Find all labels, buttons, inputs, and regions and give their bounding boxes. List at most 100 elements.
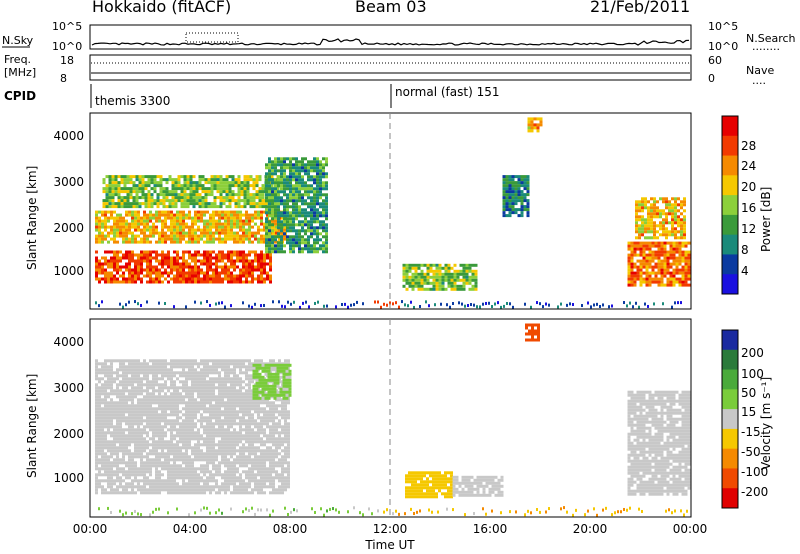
power-cell [471, 263, 475, 267]
power-cell [221, 240, 224, 244]
velocity-cell [107, 422, 110, 426]
power-cell [672, 274, 676, 278]
power-cell [263, 280, 266, 284]
power-cell [289, 169, 292, 173]
power-cell [392, 302, 394, 306]
power-cell [194, 271, 197, 275]
velocity-cell [143, 479, 146, 483]
velocity-cell [203, 419, 206, 423]
velocity-cell [158, 482, 161, 486]
velocity-cell [182, 407, 185, 411]
power-cell [197, 250, 200, 254]
velocity-cell [230, 404, 233, 408]
power-cell [123, 199, 127, 203]
velocity-cell [170, 365, 173, 369]
power-cell [286, 241, 289, 245]
power-cell [218, 280, 221, 284]
velocity-cell [152, 395, 155, 399]
velocity-cell [98, 470, 101, 474]
velocity-cell [143, 401, 146, 405]
power-cell [641, 215, 644, 219]
power-cell [206, 300, 208, 304]
power-cell [666, 259, 670, 263]
power-cell [277, 226, 280, 230]
power-cell [636, 244, 640, 248]
power-cell [161, 225, 164, 229]
power-cell [459, 269, 463, 273]
velocity-cell [161, 452, 164, 456]
power-cell [663, 241, 667, 245]
velocity-cell [110, 389, 113, 393]
power-cell [520, 175, 524, 179]
velocity-cell [110, 407, 113, 411]
velocity-cell [122, 452, 125, 456]
velocity-cell [188, 386, 191, 390]
power-cell [678, 250, 682, 254]
power-cell [322, 247, 325, 251]
velocity-cell [98, 422, 101, 426]
power-cell [243, 187, 247, 191]
power-cell [225, 178, 229, 182]
power-cell [245, 219, 248, 223]
velocity-cell [170, 428, 173, 432]
power-cell [225, 193, 229, 197]
velocity-cell [200, 374, 203, 378]
power-cell [201, 187, 205, 191]
velocity-cell [110, 401, 113, 405]
power-cell [272, 225, 275, 229]
power-cell [213, 196, 217, 200]
velocity-cell [194, 449, 197, 453]
power-cell [677, 301, 679, 305]
power-cell [263, 256, 266, 260]
velocity-cell [224, 491, 227, 495]
power-cell [209, 280, 212, 284]
power-cell [212, 271, 215, 275]
power-cell [310, 163, 313, 167]
noise-left-label: N.Sky [2, 34, 34, 47]
power-cell [108, 196, 112, 200]
power-cell [277, 175, 280, 179]
power-cell [257, 280, 260, 284]
power-cell [209, 265, 212, 269]
velocity-cell [170, 452, 173, 456]
power-cell [158, 216, 161, 220]
power-cell [164, 271, 167, 275]
power-cell [233, 253, 236, 257]
power-cell [95, 256, 98, 260]
power-cell [319, 160, 322, 164]
power-cell [681, 250, 685, 254]
power-cell [508, 181, 512, 185]
power-cell [257, 256, 260, 260]
power-cell [204, 178, 208, 182]
power-cell [505, 202, 509, 206]
velocity-cell [176, 428, 179, 432]
power-cell [213, 184, 217, 188]
velocity-cell [98, 368, 101, 372]
power-cell [280, 247, 283, 251]
velocity-cell [203, 458, 206, 462]
velocity-cell [140, 455, 143, 459]
power-cell [257, 210, 260, 214]
velocity-cell [203, 377, 206, 381]
power-cell [635, 206, 638, 210]
power-cell [268, 169, 271, 173]
power-cell [423, 272, 427, 276]
velocity-cell [224, 371, 227, 375]
power-cell [666, 268, 670, 272]
velocity-cell [122, 395, 125, 399]
power-cell [158, 271, 161, 275]
velocity-cell [158, 491, 161, 495]
power-cell [111, 175, 115, 179]
power-cell [155, 231, 158, 235]
power-cell [111, 196, 115, 200]
power-cell [162, 205, 166, 209]
power-cell [125, 225, 128, 229]
power-cell [102, 178, 106, 182]
velocity-cell [119, 392, 122, 396]
power-cell [414, 263, 418, 267]
power-cell [182, 219, 185, 223]
power-cell [298, 208, 301, 212]
velocity-cell [212, 410, 215, 414]
power-cell [639, 259, 643, 263]
power-cell [322, 193, 325, 197]
